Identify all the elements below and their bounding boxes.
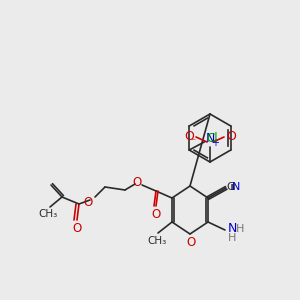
Text: N: N <box>205 133 215 146</box>
Text: ⁻: ⁻ <box>190 137 196 147</box>
Text: O: O <box>152 208 160 220</box>
Text: N: N <box>232 182 240 192</box>
Text: O: O <box>72 221 82 235</box>
Text: H: H <box>228 233 236 243</box>
Text: O: O <box>83 196 93 208</box>
Text: O: O <box>186 236 196 250</box>
Text: CH₃: CH₃ <box>147 236 167 246</box>
Text: O: O <box>226 130 236 143</box>
Text: O: O <box>184 130 194 143</box>
Text: Cl: Cl <box>206 133 218 146</box>
Text: N: N <box>227 223 237 236</box>
Text: C: C <box>226 182 234 192</box>
Text: O: O <box>132 176 142 188</box>
Text: +: + <box>211 138 219 148</box>
Text: CH₃: CH₃ <box>38 209 58 219</box>
Text: H: H <box>236 224 244 234</box>
